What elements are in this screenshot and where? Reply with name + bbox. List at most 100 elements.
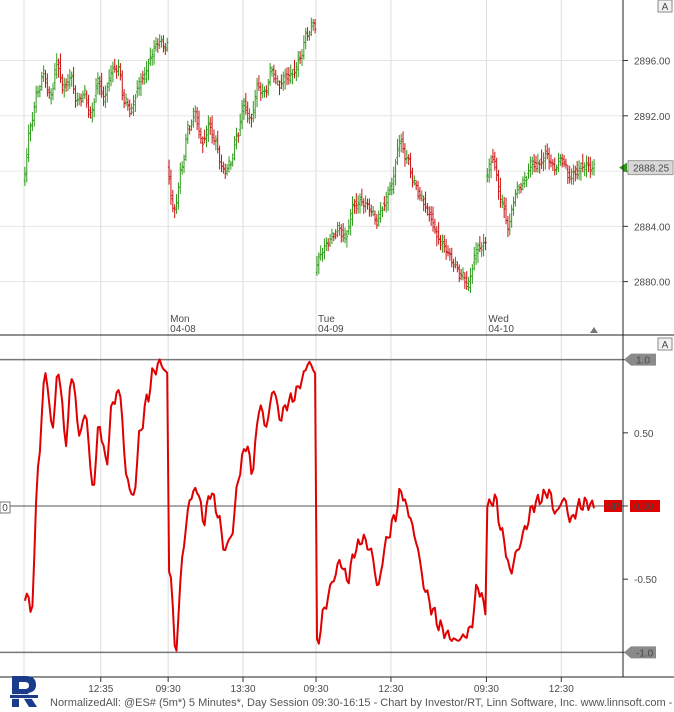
ohlc-bar — [426, 203, 429, 216]
ohlc-bar — [564, 158, 568, 169]
ohlc-bar — [572, 164, 575, 185]
ohlc-bar — [295, 61, 298, 82]
ohlc-bar — [107, 69, 111, 92]
scroll-arrow-icon[interactable] — [590, 327, 598, 333]
ohlc-bar — [534, 155, 538, 173]
ohlc-bar — [210, 115, 214, 144]
ohlc-bar — [463, 272, 467, 289]
ohlc-bar — [467, 276, 470, 292]
ohlc-bar — [469, 267, 472, 294]
normalized-tick-label: 0.50 — [634, 429, 654, 440]
ohlc-bar — [276, 75, 279, 86]
ohlc-bar — [553, 157, 556, 176]
price-tick-label: 2892.00 — [634, 112, 671, 123]
ohlc-bar — [137, 77, 141, 96]
ohlc-bar — [356, 195, 360, 214]
ohlc-bar — [379, 202, 382, 223]
ohlc-bar — [334, 229, 337, 240]
ohlc-bar — [341, 223, 345, 242]
ohlc-bar — [386, 186, 390, 211]
time-axis: 12:35 09:30 13:30 09:30 12:30 09:30 12:30 — [88, 677, 574, 695]
ohlc-bar — [253, 89, 257, 119]
ohlc-bar — [401, 131, 405, 154]
ohlc-bar — [79, 93, 83, 107]
ohlc-bar — [585, 155, 588, 178]
ohlc-bar — [145, 61, 148, 84]
ohlc-bar — [177, 182, 180, 210]
ohlc-bar — [499, 177, 502, 208]
ohlc-bar — [283, 68, 287, 90]
normalized-scale-button-label: A — [662, 340, 669, 351]
ohlc-bar — [92, 98, 96, 118]
ohlc-bar — [272, 64, 276, 83]
ohlc-bar — [502, 196, 506, 219]
ohlc-bar — [192, 107, 195, 128]
ohlc-bar — [538, 159, 541, 174]
ohlc-bar — [128, 99, 131, 118]
ohlc-bar — [229, 161, 233, 170]
ohlc-bar — [169, 169, 173, 205]
price-gridlines — [0, 60, 623, 283]
ohlc-bar — [495, 157, 498, 182]
ohlc-bar — [104, 85, 107, 108]
ohlc-bar — [44, 70, 47, 88]
ohlc-bar — [117, 59, 120, 77]
ohlc-bar — [358, 193, 362, 214]
ohlc-bar — [566, 164, 570, 185]
ohlc-bar — [373, 210, 377, 225]
ohlc-bar — [111, 61, 115, 83]
ohlc-bar — [152, 40, 156, 65]
ohlc-bar — [23, 166, 27, 186]
ohlc-bar — [398, 134, 401, 158]
ohlc-bar — [448, 248, 452, 261]
normalized-scale-button[interactable]: A — [657, 337, 673, 351]
ohlc-bar — [121, 70, 124, 101]
ohlc-bar — [285, 67, 289, 86]
ohlc-bar — [102, 86, 105, 107]
ohlc-bar — [231, 153, 234, 167]
ohlc-bar — [394, 158, 397, 186]
ohlc-bar — [574, 165, 577, 182]
ohlc-bar — [98, 76, 101, 96]
ohlc-bar — [72, 66, 75, 94]
ohlc-bar — [409, 152, 412, 179]
ohlc-bar — [188, 125, 191, 135]
ohlc-bar — [435, 226, 438, 247]
ohlc-bar — [302, 35, 306, 60]
ohlc-bar — [57, 58, 60, 78]
ohlc-bar — [583, 162, 586, 177]
ohlc-bar — [237, 132, 240, 143]
ohlc-bar — [529, 156, 532, 178]
ohlc-bar — [147, 58, 150, 81]
time-tick-label: 09:30 — [156, 684, 181, 695]
ohlc-bar — [265, 85, 268, 98]
ohlc-bar — [195, 106, 199, 131]
ohlc-bar — [282, 71, 285, 91]
ohlc-bar — [29, 122, 32, 142]
ohlc-bar — [444, 239, 448, 260]
ohlc-bar — [68, 69, 72, 89]
ohlc-bar — [141, 70, 145, 85]
ohlc-bar — [390, 177, 394, 196]
ohlc-bar — [439, 235, 442, 251]
ohlc-bar — [76, 92, 79, 107]
ohlc-bar — [83, 85, 87, 100]
ohlc-bar — [130, 103, 133, 115]
ohlc-bar — [297, 51, 300, 78]
price-scale-button-label: A — [662, 2, 669, 13]
ohlc-bar — [244, 92, 248, 115]
ohlc-bar — [377, 210, 380, 227]
ohlc-bar — [561, 153, 564, 168]
ohlc-bar — [383, 196, 386, 211]
ohlc-bar — [326, 238, 330, 252]
time-tick-label: 13:30 — [231, 684, 256, 695]
ohlc-bar — [542, 152, 545, 172]
ohlc-bar — [220, 154, 223, 173]
ohlc-bar — [480, 241, 483, 257]
price-scale-button[interactable]: A — [657, 0, 673, 13]
ohlc-bar — [474, 242, 478, 265]
ohlc-bar — [182, 154, 186, 174]
time-tick-label: 12:30 — [549, 684, 574, 695]
